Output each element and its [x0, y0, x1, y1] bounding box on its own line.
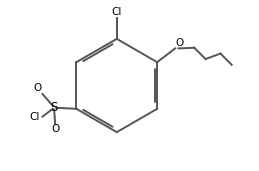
- Text: O: O: [33, 83, 41, 93]
- Text: S: S: [51, 101, 58, 114]
- Text: O: O: [176, 38, 184, 48]
- Text: Cl: Cl: [112, 7, 122, 17]
- Text: Cl: Cl: [29, 112, 40, 122]
- Text: O: O: [51, 124, 59, 134]
